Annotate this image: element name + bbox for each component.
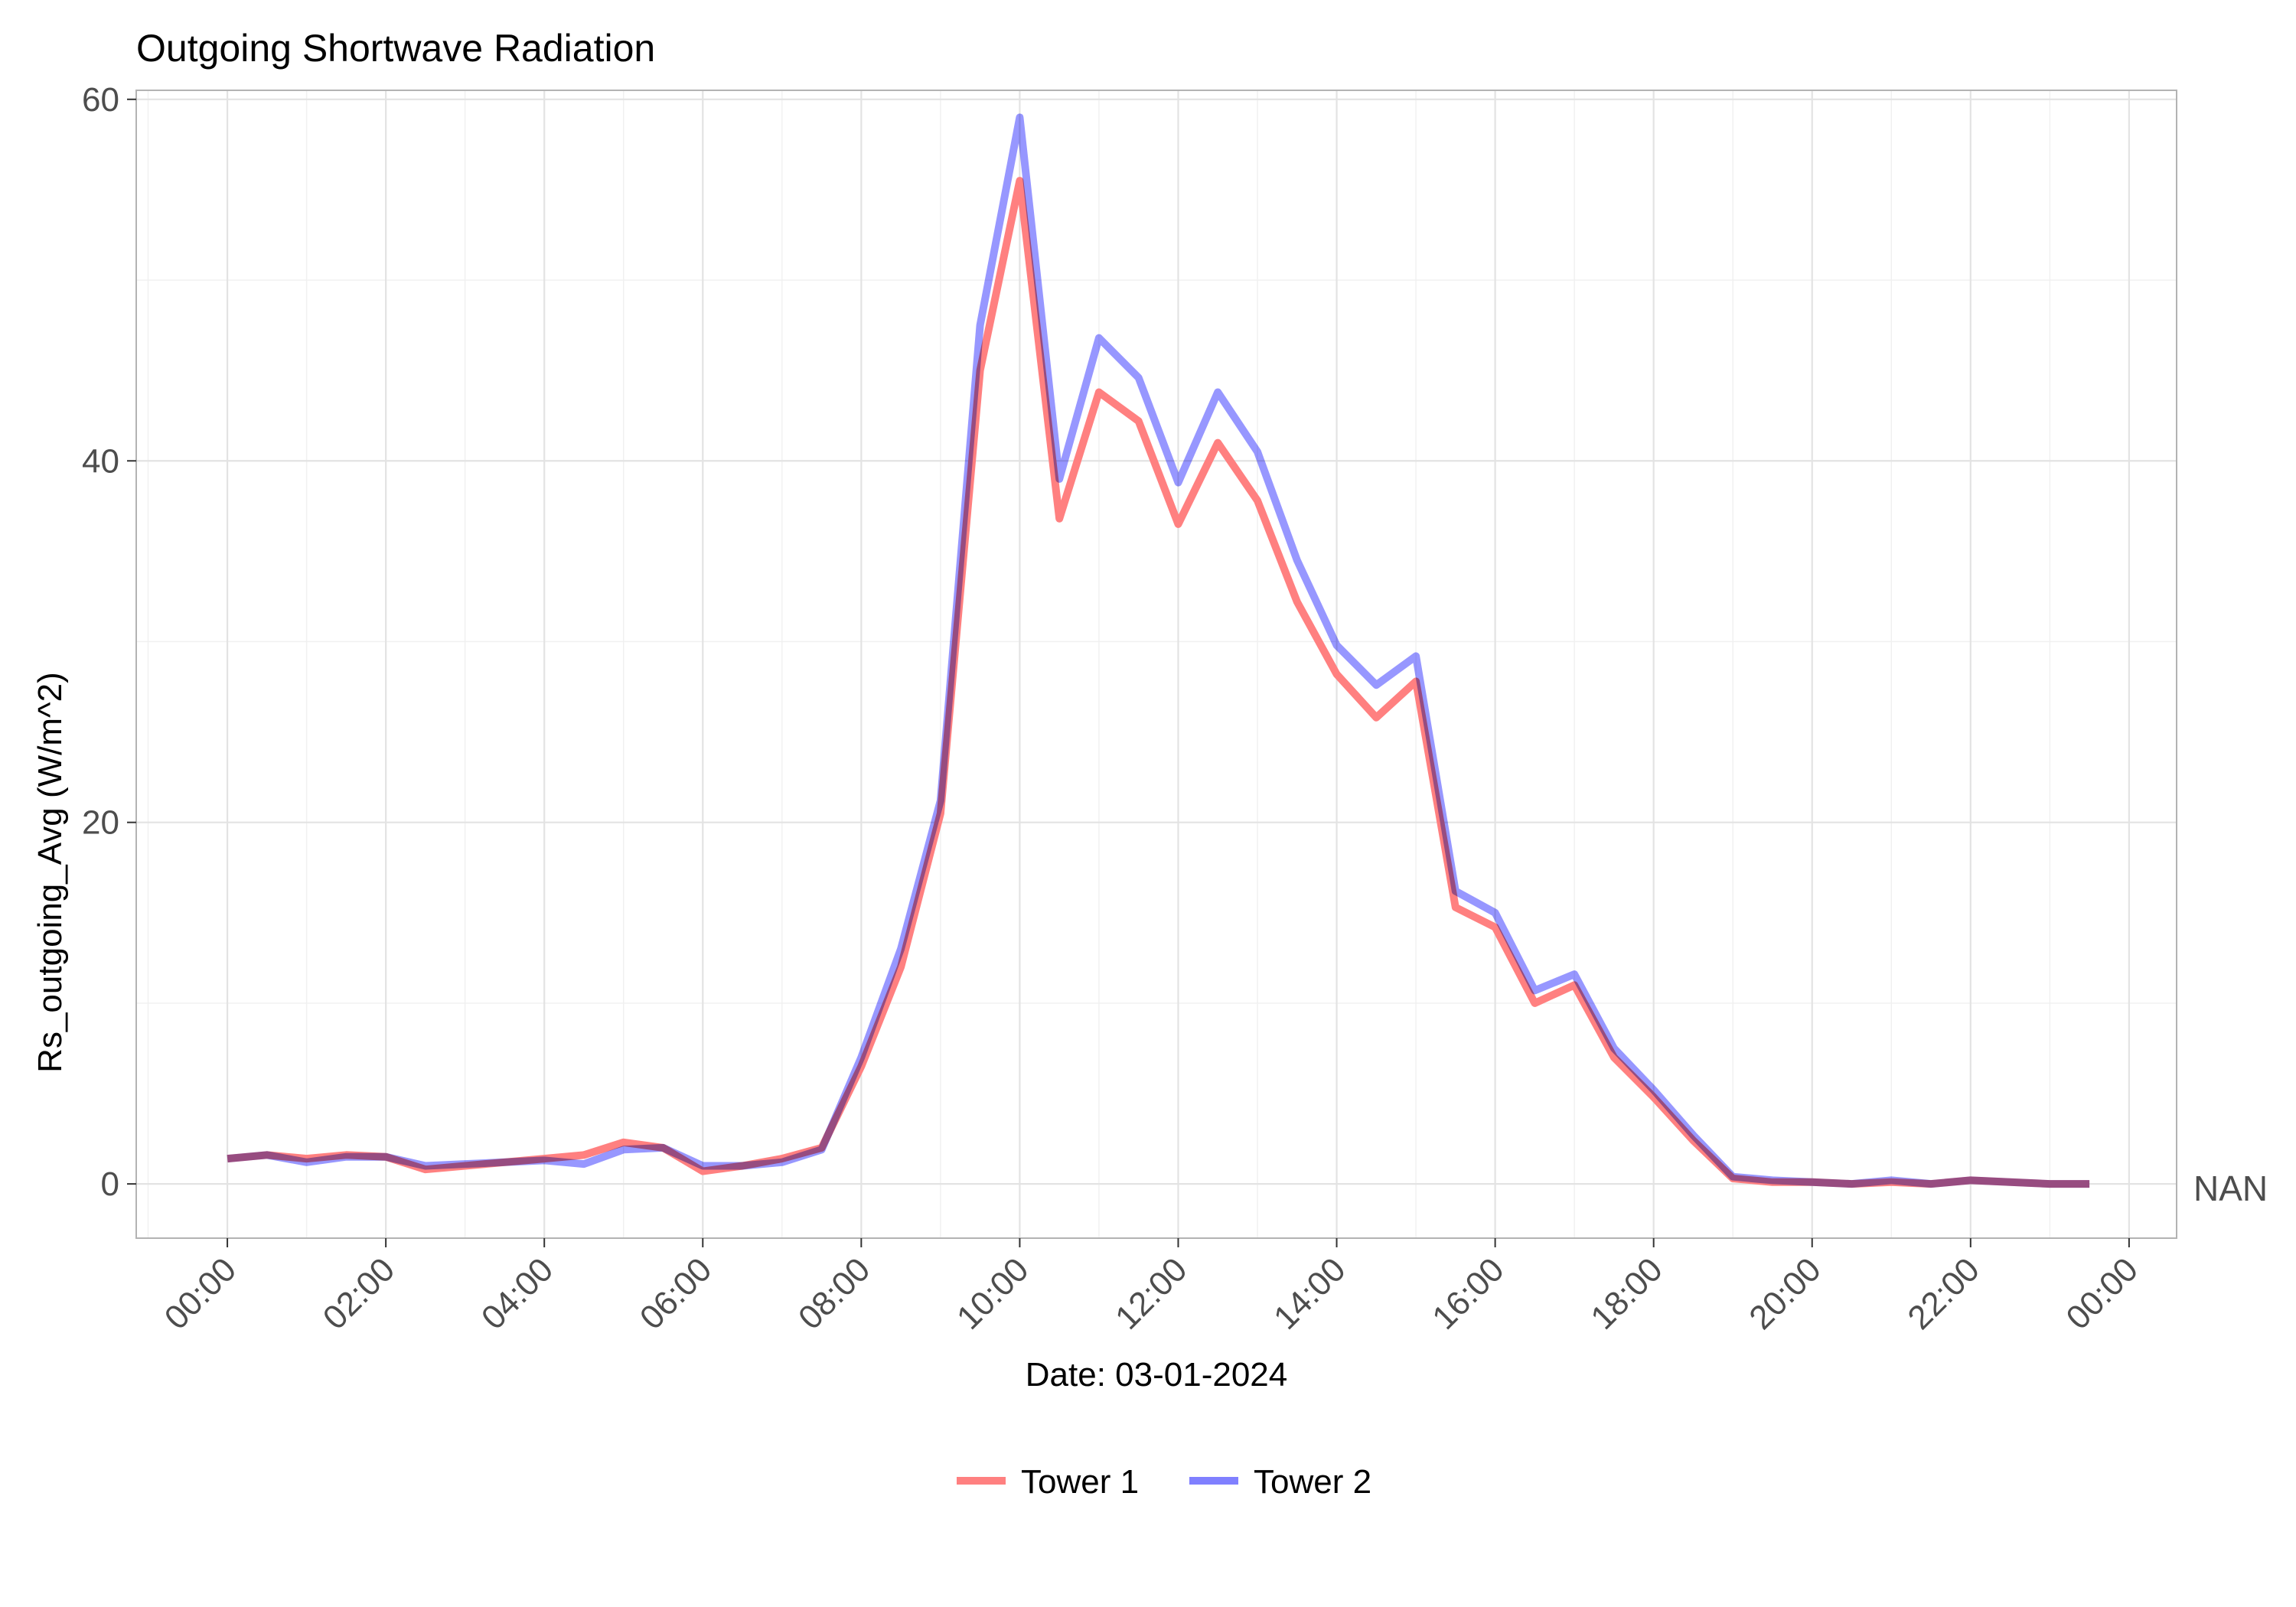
y-axis-title: Rs_outgoing_Avg (W/m^2) (31, 672, 69, 1073)
x-tick-label: 20:00 (1742, 1250, 1828, 1337)
secondary-y-label: NAN (2193, 1169, 2268, 1208)
x-tick-label: 14:00 (1267, 1250, 1353, 1337)
series-line-tower-2 (227, 113, 2090, 1188)
x-tick-label: 06:00 (633, 1250, 719, 1337)
grid-minor (136, 90, 2177, 1238)
x-tick-label: 16:00 (1425, 1250, 1512, 1337)
x-tick-label: 18:00 (1583, 1250, 1670, 1337)
x-tick-label: 12:00 (1108, 1250, 1195, 1337)
x-tick-label: 22:00 (1900, 1250, 1987, 1337)
y-tick-label: 60 (82, 81, 119, 119)
legend-label-tower-2: Tower 2 (1254, 1463, 1371, 1501)
x-axis-ticks: 00:00 02:00 04:00 06:00 08:00 10:00 12:00 14:00… (158, 1238, 2145, 1337)
grid-major (136, 90, 2177, 1238)
series-lines (227, 113, 2090, 1188)
legend: Tower 1 Tower 2 (957, 1463, 1371, 1501)
y-axis-ticks: 0 20 40 60 (82, 81, 136, 1203)
x-tick-label: 04:00 (475, 1250, 561, 1337)
plot-panel-border (135, 90, 2177, 1239)
x-axis-title: Date: 03-01-2024 (1026, 1356, 1287, 1393)
x-tick-label: 00:00 (2059, 1250, 2145, 1337)
x-tick-label: 08:00 (791, 1250, 878, 1337)
x-tick-label: 00:00 (158, 1250, 244, 1337)
chart-title: Outgoing Shortwave Radiation (136, 27, 655, 70)
series-line-tower-1 (227, 177, 2090, 1188)
y-tick-label: 0 (101, 1165, 119, 1203)
y-tick-label: 40 (82, 442, 119, 480)
x-tick-label: 10:00 (950, 1250, 1036, 1337)
y-tick-label: 20 (82, 804, 119, 842)
legend-label-tower-1: Tower 1 (1021, 1463, 1139, 1501)
x-tick-label: 02:00 (316, 1250, 403, 1337)
